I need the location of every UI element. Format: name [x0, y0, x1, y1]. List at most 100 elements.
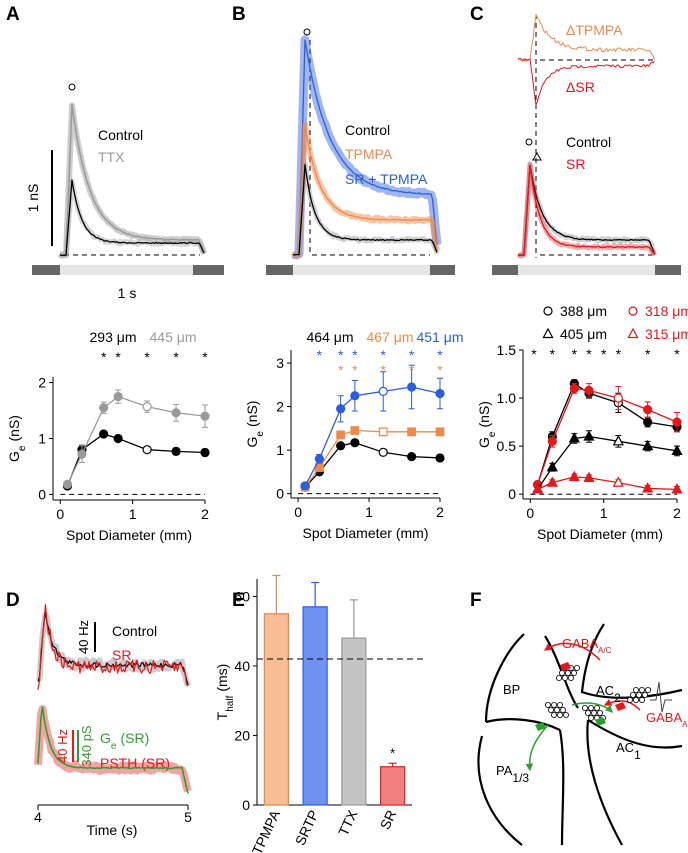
- marker: [546, 461, 558, 472]
- significance-star: *: [115, 349, 121, 365]
- cell: [636, 692, 643, 699]
- x-tick-label: 0: [526, 505, 534, 521]
- cell: [639, 687, 646, 694]
- significance-star: *: [338, 362, 344, 378]
- legend-text: SR: [112, 647, 131, 663]
- cell: [639, 697, 646, 704]
- receptor-label: GABAA: [646, 710, 688, 729]
- fit-line: [66, 395, 206, 485]
- x-tick-label: SR: [377, 808, 400, 832]
- marker: [314, 454, 324, 464]
- receptor-main: GABA: [562, 636, 598, 651]
- marker: [142, 445, 152, 455]
- cell: [574, 665, 581, 672]
- y-axis-title-main: G: [244, 437, 260, 448]
- y-tick-label: 1.0: [497, 390, 517, 406]
- significance-star: *: [338, 347, 344, 363]
- marker: [99, 403, 109, 413]
- stim-on: [60, 265, 193, 275]
- legend-text: 388 μm: [560, 303, 607, 319]
- marker: [672, 417, 682, 427]
- trace: [517, 164, 656, 256]
- region-border: [477, 735, 523, 846]
- legend-text: SR + TPMPA: [345, 171, 428, 187]
- difference-label: ΔTPMPA: [566, 22, 623, 38]
- trace: [37, 706, 189, 794]
- marker: [642, 439, 654, 451]
- legend-rest: (SR): [120, 730, 149, 746]
- marker: [671, 444, 683, 456]
- panel-label: D: [6, 590, 20, 611]
- legend-text: Control: [345, 122, 390, 138]
- region-sub: 1/3: [512, 771, 529, 785]
- receptor-sub: A: [682, 720, 688, 729]
- scale-label: 340 pS: [79, 725, 94, 767]
- legend-marker: [542, 327, 554, 339]
- y-tick-label: 3: [276, 355, 284, 371]
- significance-star: *: [601, 346, 607, 362]
- legend-text: Ge (SR): [100, 730, 149, 752]
- marker: [642, 482, 654, 493]
- marker: [569, 383, 579, 394]
- cell: [588, 715, 595, 722]
- y-tick-label: 1.5: [497, 342, 517, 358]
- cell: [568, 675, 575, 682]
- stim-off: [32, 265, 60, 275]
- significance-star: *: [390, 745, 395, 760]
- scale-label: 40 Hz: [76, 620, 91, 654]
- y-axis-title-main: G: [476, 437, 492, 448]
- y-tick-label: 1: [38, 431, 46, 447]
- y-tick-label: 2: [38, 375, 46, 391]
- legend-sub: e: [111, 741, 117, 752]
- receptor-main: GABA: [646, 710, 682, 725]
- synapse: [615, 702, 626, 711]
- marker: [378, 386, 388, 396]
- y-tick-label: 60: [234, 588, 250, 604]
- significance-star: *: [437, 362, 443, 378]
- marker: [350, 426, 360, 435]
- marker: [378, 447, 388, 457]
- y-tick-label: 0: [276, 486, 284, 502]
- region-label: PA1/3: [496, 763, 529, 785]
- region-border: [586, 719, 623, 846]
- y-axis-title-sub: e: [255, 431, 266, 437]
- region-main: AC: [596, 683, 614, 698]
- stim-off: [430, 265, 455, 275]
- significance-star: *: [409, 362, 415, 378]
- bar: [263, 613, 289, 806]
- region-main: AC: [616, 740, 634, 755]
- synapse: [560, 662, 571, 671]
- significance-star: *: [101, 349, 107, 365]
- arrow: [525, 724, 549, 772]
- x-tick-label: 1: [600, 505, 608, 521]
- trace: [293, 164, 438, 256]
- cell: [571, 670, 578, 677]
- stimulus-bars: [32, 265, 681, 275]
- significance-star: *: [202, 349, 208, 365]
- difference-label: ΔSR: [566, 79, 595, 95]
- trace: [518, 58, 655, 106]
- cell: [591, 710, 598, 717]
- region-border: [587, 719, 683, 749]
- receptor-label: GABAA/C: [562, 636, 612, 655]
- region-border: [484, 633, 525, 723]
- marker: [583, 471, 595, 482]
- x-axis-title: Spot Diameter (mm): [66, 527, 192, 543]
- arrow: [603, 698, 641, 711]
- trace: [292, 124, 438, 256]
- y-tick-label: 40: [234, 658, 250, 674]
- marker: [612, 435, 624, 446]
- x-tick-label: 2: [201, 506, 209, 522]
- cell: [565, 670, 572, 677]
- x-tick-label: SRTP: [292, 808, 322, 848]
- legend-text: 318 μm: [645, 303, 688, 319]
- y-axis-title-unit: (ms): [214, 664, 230, 692]
- region-border: [485, 718, 561, 731]
- trace: [60, 103, 205, 257]
- significance-star: *: [674, 346, 680, 362]
- marker: [435, 453, 445, 463]
- bar: [341, 637, 367, 806]
- diagram: [477, 623, 683, 846]
- marker: [532, 483, 544, 494]
- y-axis-title-main: G: [6, 451, 22, 462]
